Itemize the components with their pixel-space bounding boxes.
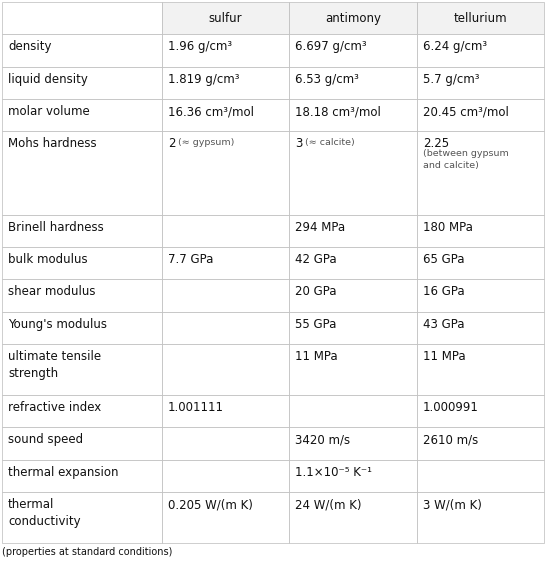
Text: liquid density: liquid density [8,73,88,86]
Text: 1.96 g/cm³: 1.96 g/cm³ [168,40,232,53]
Text: 43 GPa: 43 GPa [423,318,464,331]
Text: ultimate tensile
strength: ultimate tensile strength [8,350,101,380]
Text: thermal expansion: thermal expansion [8,466,118,479]
Text: 6.697 g/cm³: 6.697 g/cm³ [295,40,367,53]
Text: 18.18 cm³/mol: 18.18 cm³/mol [295,105,381,118]
Text: shear modulus: shear modulus [8,285,96,298]
Text: 180 MPa: 180 MPa [423,221,472,234]
Text: molar volume: molar volume [8,105,90,118]
Text: 3420 m/s: 3420 m/s [295,433,351,446]
Text: 6.24 g/cm³: 6.24 g/cm³ [423,40,486,53]
Text: 7.7 GPa: 7.7 GPa [168,253,213,266]
Text: 42 GPa: 42 GPa [295,253,337,266]
Text: 2.25: 2.25 [423,137,449,150]
Text: 6.53 g/cm³: 6.53 g/cm³ [295,73,359,86]
Text: 55 GPa: 55 GPa [295,318,337,331]
Text: 16 GPa: 16 GPa [423,285,464,298]
Text: 2610 m/s: 2610 m/s [423,433,478,446]
Text: 20 GPa: 20 GPa [295,285,337,298]
Text: Young's modulus: Young's modulus [8,318,107,331]
Text: antimony: antimony [325,12,381,25]
Text: 5.7 g/cm³: 5.7 g/cm³ [423,73,479,86]
Text: (≈ calcite): (≈ calcite) [305,138,355,147]
Text: 24 W/(m K): 24 W/(m K) [295,498,362,511]
Text: 2: 2 [168,137,175,150]
Text: 1.001111: 1.001111 [168,401,224,414]
Text: and calcite): and calcite) [423,162,478,171]
Text: bulk modulus: bulk modulus [8,253,87,266]
Text: 3: 3 [295,137,302,150]
Text: density: density [8,40,51,53]
Text: 3 W/(m K): 3 W/(m K) [423,498,482,511]
Text: thermal
conductivity: thermal conductivity [8,498,81,528]
Text: 11 MPa: 11 MPa [295,350,338,363]
Text: tellurium: tellurium [454,12,507,25]
Text: refractive index: refractive index [8,401,101,414]
Text: 294 MPa: 294 MPa [295,221,346,234]
Text: 1.000991: 1.000991 [423,401,478,414]
Text: (≈ gypsum): (≈ gypsum) [178,138,234,147]
Text: (between gypsum: (between gypsum [423,150,508,158]
Text: 16.36 cm³/mol: 16.36 cm³/mol [168,105,254,118]
Text: sound speed: sound speed [8,433,83,446]
Text: Mohs hardness: Mohs hardness [8,137,97,150]
Text: 65 GPa: 65 GPa [423,253,464,266]
Text: 1.819 g/cm³: 1.819 g/cm³ [168,73,239,86]
Text: 0.205 W/(m K): 0.205 W/(m K) [168,498,253,511]
Text: 20.45 cm³/mol: 20.45 cm³/mol [423,105,508,118]
Text: 11 MPa: 11 MPa [423,350,465,363]
Text: 1.1×10⁻⁵ K⁻¹: 1.1×10⁻⁵ K⁻¹ [295,466,372,479]
Text: sulfur: sulfur [209,12,242,25]
Text: (properties at standard conditions): (properties at standard conditions) [2,547,173,557]
Text: Brinell hardness: Brinell hardness [8,221,104,234]
